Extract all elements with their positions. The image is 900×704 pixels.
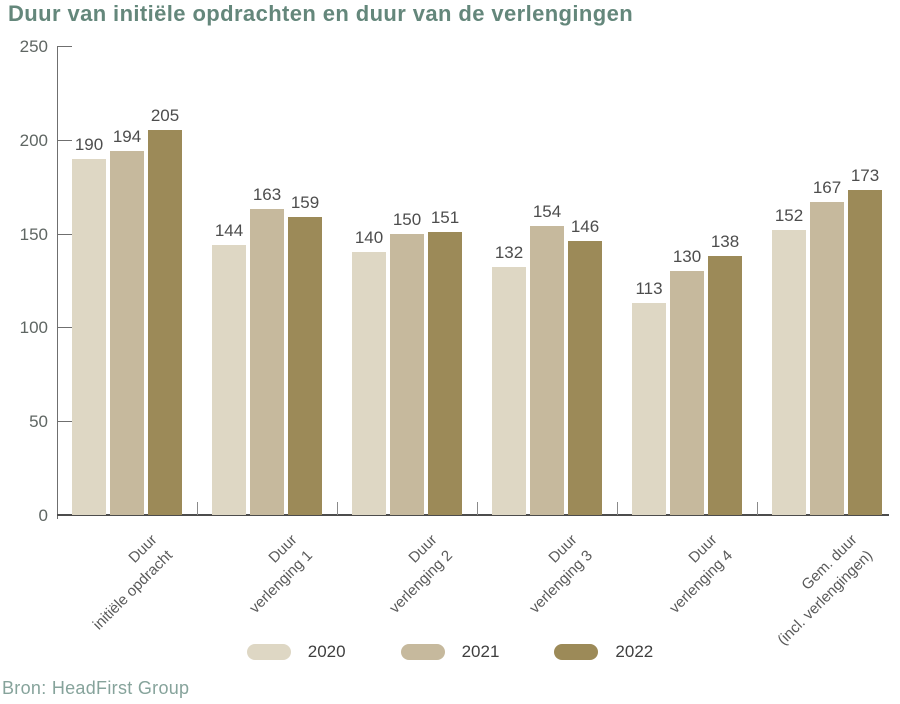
bar-2021-3 bbox=[390, 233, 424, 515]
bar-value-label: 146 bbox=[570, 217, 600, 237]
chart-title: Duur van initiële opdrachten en duur van… bbox=[8, 1, 634, 26]
y-axis-line bbox=[57, 46, 58, 519]
legend-swatch-icon bbox=[400, 644, 445, 660]
legend-item-2022: 2022 bbox=[554, 642, 653, 662]
y-tick-label: 0 bbox=[38, 506, 48, 525]
y-tick-label: 200 bbox=[19, 130, 48, 150]
legend-label: 2021 bbox=[461, 642, 500, 661]
y-tick-label: 150 bbox=[19, 224, 48, 244]
bar-value-label: 159 bbox=[290, 192, 320, 212]
y-tick-label: 250 bbox=[19, 37, 48, 56]
bar-2021-2 bbox=[250, 209, 284, 515]
bar-value-label: 132 bbox=[494, 243, 524, 263]
y-tick-mark bbox=[58, 233, 72, 235]
bar-value-label: 150 bbox=[392, 209, 422, 229]
x-tick-mark bbox=[617, 502, 618, 515]
bar-value-label: 173 bbox=[850, 166, 880, 186]
bar-value-label: 151 bbox=[430, 207, 460, 227]
bar-2020-3 bbox=[352, 252, 386, 515]
bar-2020-2 bbox=[212, 244, 246, 515]
bar-2021-5 bbox=[670, 271, 704, 515]
bar-2021-1 bbox=[110, 151, 144, 515]
legend-item-2021: 2021 bbox=[400, 642, 500, 662]
bar-value-label: 167 bbox=[812, 177, 842, 197]
x-tick-mark bbox=[337, 502, 338, 515]
bar-2020-5 bbox=[632, 303, 666, 515]
bar-2020-4 bbox=[492, 267, 526, 515]
bar-2022-3 bbox=[428, 231, 462, 515]
bar-value-label: 130 bbox=[672, 247, 702, 267]
y-tick-mark bbox=[58, 327, 72, 329]
bar-2021-4 bbox=[530, 226, 564, 515]
bar-value-label: 138 bbox=[710, 232, 740, 252]
bar-2021-6 bbox=[810, 201, 844, 515]
bar-value-label: 154 bbox=[532, 202, 562, 222]
bar-value-label: 194 bbox=[112, 127, 142, 147]
y-tick-label: 50 bbox=[29, 412, 48, 432]
legend-swatch-icon bbox=[246, 644, 291, 660]
y-tick-mark bbox=[58, 421, 72, 423]
bar-2022-1 bbox=[148, 130, 182, 515]
bar-2022-6 bbox=[848, 190, 882, 515]
legend-label: 2022 bbox=[615, 642, 654, 661]
legend-swatch-icon bbox=[554, 644, 599, 660]
x-tick-mark bbox=[197, 502, 198, 515]
bar-2022-2 bbox=[288, 216, 322, 515]
bar-value-label: 205 bbox=[150, 106, 180, 126]
y-tick-mark bbox=[58, 46, 72, 47]
x-tick-mark bbox=[477, 502, 478, 515]
source-caption: Bron: HeadFirst Group bbox=[2, 678, 190, 698]
bar-2022-5 bbox=[708, 256, 742, 515]
bar-value-label: 190 bbox=[74, 134, 104, 154]
bar-value-label: 144 bbox=[214, 220, 244, 240]
x-tick-mark bbox=[757, 502, 758, 515]
legend-label: 2020 bbox=[307, 642, 346, 661]
bar-value-label: 152 bbox=[774, 205, 804, 225]
y-tick-label: 100 bbox=[19, 318, 48, 338]
x-axis-line bbox=[57, 514, 889, 516]
bar-2020-6 bbox=[772, 229, 806, 515]
legend-item-2020: 2020 bbox=[246, 642, 346, 662]
bar-2022-4 bbox=[568, 241, 602, 515]
bar-value-label: 163 bbox=[252, 185, 282, 205]
legend: 2020 2021 2022 bbox=[0, 642, 900, 662]
bar-2020-1 bbox=[72, 158, 106, 515]
y-tick-mark bbox=[58, 139, 72, 141]
bar-value-label: 113 bbox=[635, 279, 663, 298]
bar-value-label: 140 bbox=[354, 228, 384, 248]
